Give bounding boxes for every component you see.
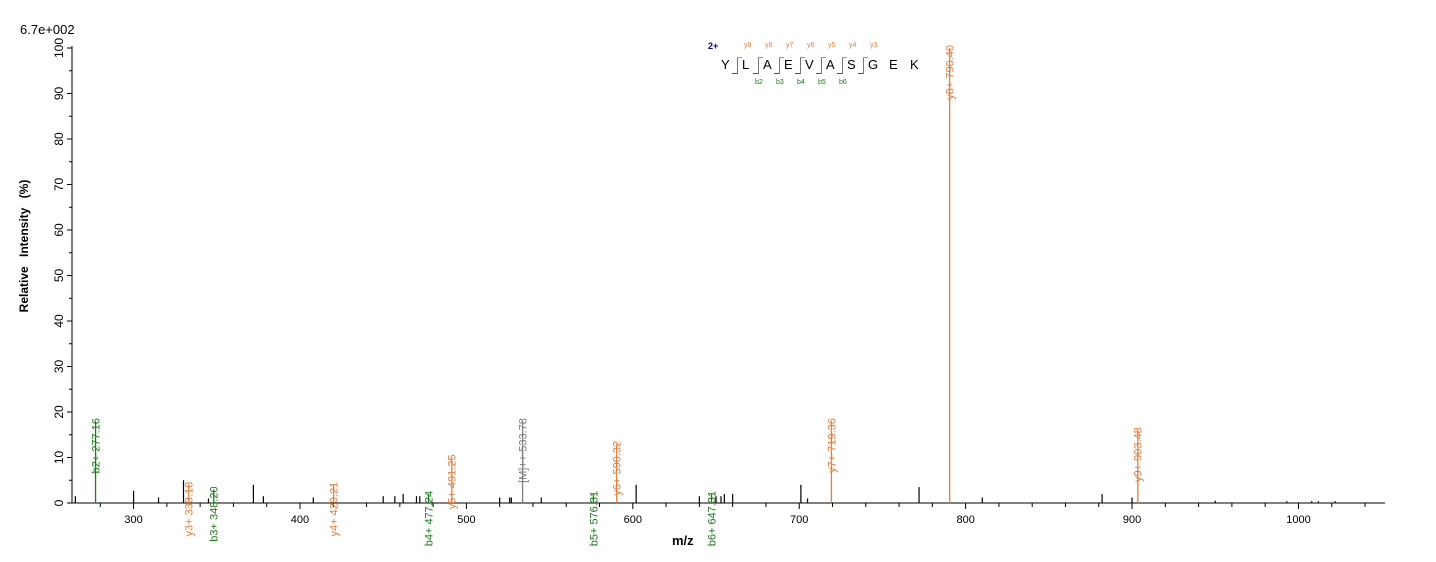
peak-label: [M]++ 533.78 [518,418,530,483]
residue: A [763,57,772,72]
x-tick-label: 1000 [1286,514,1310,526]
x-tick-label: 700 [790,514,808,526]
residue: E [784,57,793,72]
fragment-marker [858,57,870,74]
peak-label: b5+ 576.31 [588,491,600,546]
b-ion-label: b6 [839,79,847,86]
y-tick-label: 0 [52,499,66,506]
residue: K [910,57,919,72]
y-tick-label: 100 [52,38,66,58]
peak-labels: b2+ 277.16 y3+ 333.18 b3+ 348.20 y4+ 420.21… [90,45,1144,546]
y-ion-label: y7 [786,42,794,49]
fragment-marker [837,57,849,74]
y-axis-title: Relative Intensity (%) [17,179,31,313]
residue: L [742,57,750,72]
residue: G [868,57,879,72]
x-tick-label: 400 [291,514,309,526]
fragment-marker [753,57,765,74]
b-ion-label: b3 [776,79,784,86]
b-ion-label: b2 [755,79,763,86]
spectrum-peaks [74,48,1336,503]
residue: V [805,57,814,72]
peak-label: y7+ 719.36 [826,418,838,473]
peak-label: b2+ 277.16 [90,418,102,473]
x-axis-title: m/z [672,533,694,548]
x-tick-label: 800 [956,514,974,526]
b-ion-label: b5 [818,79,826,86]
x-tick-label: 300 [124,514,142,526]
y-ion-label: y4 [849,42,857,49]
x-tick-label: 900 [1123,514,1141,526]
y-ion-label: y6 [807,42,815,49]
peak-label: y4+ 420.21 [329,482,341,537]
residue: E [889,57,898,72]
y-tick-label: 30 [52,360,66,374]
chart-axes: 0 10 20 30 40 50 60 70 80 90 100 300 400 500 600 700 800… [52,38,1385,526]
y-ion-label: y3 [870,42,878,49]
b-ion-label: b4 [797,79,805,86]
peak-label: y6+ 590.32 [612,441,624,496]
y-ion-label: y9 [744,42,752,49]
peak-label: y3+ 333.18 [184,482,196,537]
y-tick-label: 20 [52,405,66,419]
y-tick-label: 50 [52,269,66,283]
y-tick-label: 40 [52,314,66,328]
x-tick-label: 500 [457,514,475,526]
residue: Y [721,57,730,72]
intensity-scale-label: 6.7e+002 [20,22,75,37]
peak-label: y9+ 903.48 [1133,427,1145,482]
peak-label: b4+ 477.24 [423,491,435,546]
y-tick-label: 90 [52,87,66,101]
y-tick-label: 70 [52,178,66,192]
y-tick-label: 10 [52,451,66,465]
peak-label: y8+ 790.40 [945,45,957,100]
y-tick-label: 80 [52,132,66,146]
fragment-marker [795,57,807,74]
peak-label: y5+ 491.25 [447,455,459,510]
y-ion-label: y5 [828,42,836,49]
residue: S [847,57,856,72]
peak-label: b3+ 348.20 [209,486,221,541]
peptide-sequence-annotation: 2+ Y L A E V A S G E K y9 y8 y7 y6 y5 y4… [700,40,930,92]
y-tick-label: 60 [52,223,66,237]
fragment-marker [774,57,786,74]
x-tick-label: 600 [624,514,642,526]
peak-label: b6+ 647.31 [706,491,718,546]
residue: A [826,57,835,72]
precursor-charge: 2+ [708,41,719,51]
fragment-marker [816,57,828,74]
fragment-marker [732,57,744,74]
y-ion-label: y8 [765,42,773,49]
